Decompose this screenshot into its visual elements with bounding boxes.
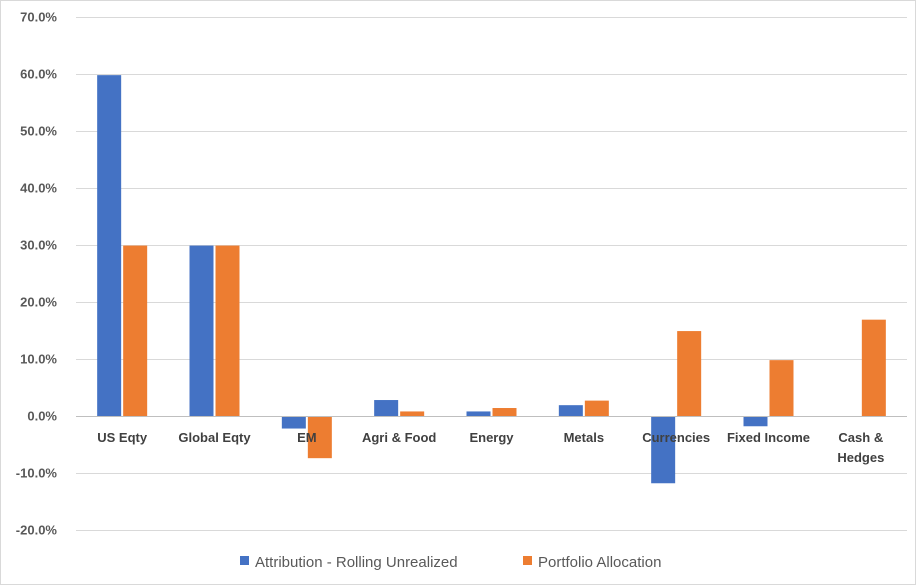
bar-allocation (123, 245, 148, 416)
bar-allocation (215, 245, 240, 416)
x-category-label: Global Eqty (178, 430, 251, 445)
x-category-label: EM (297, 430, 317, 445)
legend: Attribution - Rolling Unrealized Portfoli… (240, 554, 661, 571)
bar-attribution (189, 245, 214, 416)
y-axis-ticks: -20.0% -10.0% 0.0% 10.0% 20.0% 30.0% 40.0% 50.0… (16, 10, 58, 538)
y-tick-label: 10.0% (20, 352, 57, 367)
x-category-label: Currencies (642, 430, 710, 445)
bar-allocation (861, 319, 886, 416)
bar-attribution (651, 416, 676, 484)
bar-attribution (281, 416, 306, 429)
bar-allocation (677, 331, 702, 416)
bar-attribution (743, 416, 768, 427)
legend-label: Attribution - Rolling Unrealized (255, 554, 458, 571)
bar-allocation (584, 400, 609, 416)
y-tick-label: 40.0% (20, 181, 57, 196)
bar-attribution (374, 400, 399, 416)
y-tick-label: -10.0% (16, 466, 58, 481)
x-category-label: Metals (564, 430, 604, 445)
y-tick-label: 70.0% (20, 10, 57, 25)
bars (97, 75, 886, 484)
x-category-label: Cash & (838, 430, 883, 445)
y-tick-label: 0.0% (27, 409, 57, 424)
bar-attribution (466, 411, 491, 416)
y-tick-label: 50.0% (20, 124, 57, 139)
y-tick-label: -20.0% (16, 523, 58, 538)
bar-attribution (558, 405, 583, 416)
x-category-label: Hedges (837, 450, 884, 465)
y-tick-label: 60.0% (20, 67, 57, 82)
y-tick-label: 20.0% (20, 295, 57, 310)
bar-allocation (307, 416, 332, 459)
x-axis-categories: US Eqty Global Eqty EM Agri & Food Energy Met… (97, 430, 884, 465)
legend-swatch (240, 556, 249, 565)
x-category-label: Fixed Income (727, 430, 810, 445)
x-category-label: Energy (469, 430, 514, 445)
bar-allocation (400, 411, 425, 416)
x-category-label: Agri & Food (362, 430, 436, 445)
legend-label: Portfolio Allocation (538, 554, 661, 571)
bar-allocation (769, 360, 794, 416)
gridlines (76, 17, 907, 531)
bar-allocation (492, 408, 517, 416)
bar-attribution (97, 75, 122, 416)
legend-swatch (523, 556, 532, 565)
x-category-label: US Eqty (97, 430, 148, 445)
y-tick-label: 30.0% (20, 238, 57, 253)
